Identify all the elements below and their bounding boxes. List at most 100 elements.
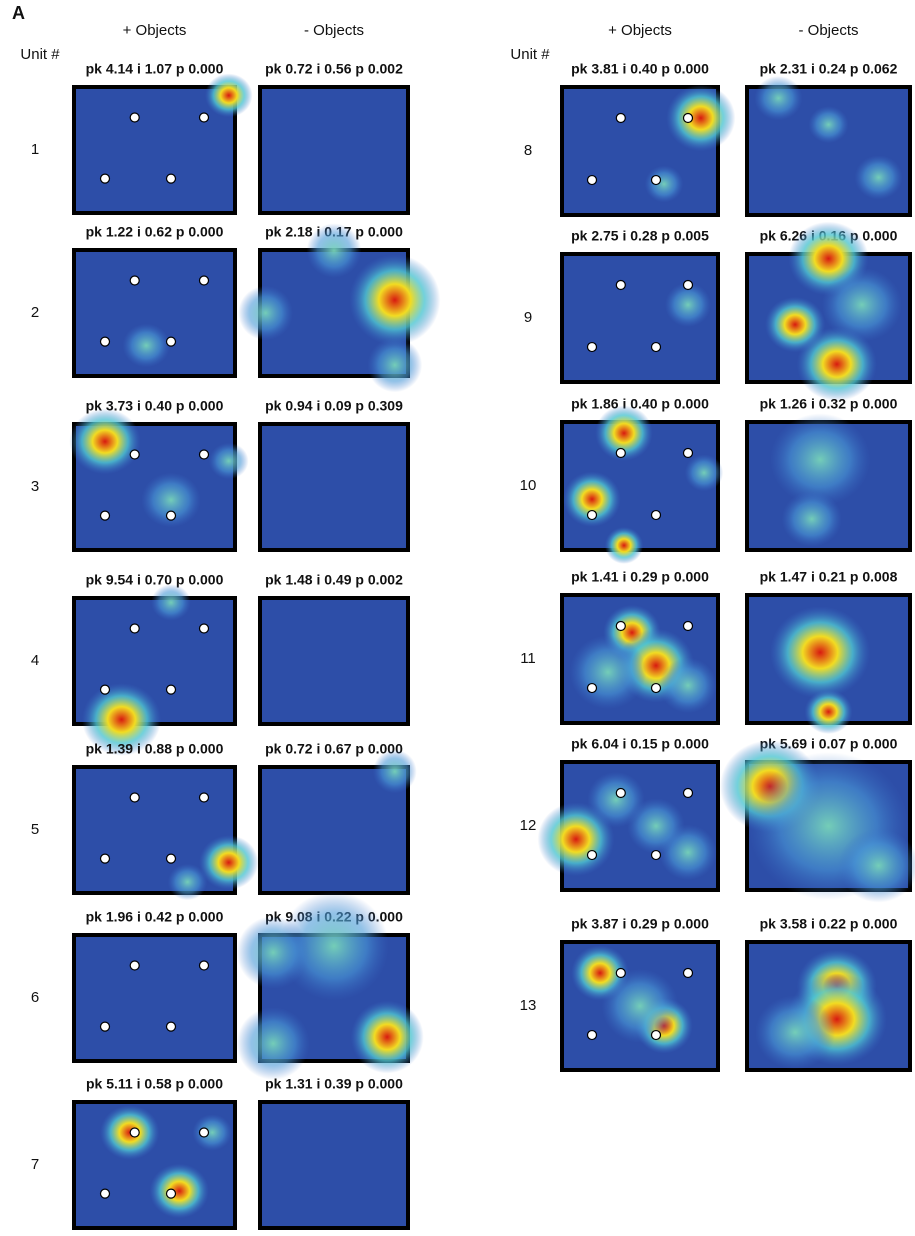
firing-field <box>236 1007 310 1080</box>
unit-number: 7 <box>31 1156 39 1173</box>
object <box>99 1021 111 1032</box>
firing-field <box>659 657 717 714</box>
column-header: - Objects <box>304 22 364 39</box>
unit-header: Unit # <box>20 46 60 63</box>
minus-stats: pk 0.72 i 0.67 p 0.000 <box>265 741 403 757</box>
firing-field <box>821 267 902 342</box>
firing-field <box>604 526 644 564</box>
column-header: - Objects <box>798 22 858 39</box>
firing-field <box>838 828 915 903</box>
firing-field <box>627 798 685 854</box>
minus-stats: pk 1.26 i 0.32 p 0.000 <box>760 396 898 412</box>
object <box>650 341 662 353</box>
firing-field <box>781 491 842 547</box>
firing-field <box>306 223 362 278</box>
firing-field <box>279 891 389 1001</box>
firing-field <box>151 584 191 621</box>
heatmap <box>745 413 912 552</box>
unit-number: 11 <box>520 650 536 667</box>
plus-stats: pk 4.14 i 1.07 p 0.000 <box>86 61 224 77</box>
object <box>99 173 111 184</box>
object <box>198 960 210 971</box>
firing-field <box>208 442 249 480</box>
map-field <box>262 769 406 891</box>
map-field <box>262 89 406 211</box>
object <box>586 1029 598 1041</box>
plus-stats: pk 3.73 i 0.40 p 0.000 <box>86 398 224 414</box>
object <box>99 684 111 695</box>
firing-field <box>854 155 903 200</box>
heatmap <box>238 223 441 393</box>
object <box>99 336 111 347</box>
heatmap <box>258 422 410 552</box>
object <box>615 967 626 979</box>
unit-number: 3 <box>31 478 39 495</box>
firing-field <box>770 413 871 506</box>
column-header: + Objects <box>123 22 187 39</box>
firing-field <box>349 254 441 346</box>
object <box>682 787 694 799</box>
map-field <box>262 1104 406 1226</box>
object <box>615 620 626 632</box>
heatmap <box>560 252 720 384</box>
plus-stats: pk 3.87 i 0.29 p 0.000 <box>571 916 709 932</box>
object <box>682 447 694 459</box>
firing-field <box>563 471 621 527</box>
object <box>650 682 662 694</box>
object <box>682 620 694 632</box>
unit-number: 4 <box>31 652 39 669</box>
firing-field <box>808 106 849 144</box>
firing-field <box>141 472 201 528</box>
object <box>615 112 626 124</box>
firing-field <box>644 165 684 203</box>
heatmap <box>745 221 912 402</box>
object <box>586 682 598 694</box>
object <box>99 510 111 521</box>
minus-stats: pk 3.58 i 0.22 p 0.000 <box>760 916 898 932</box>
plus-stats: pk 1.22 i 0.62 p 0.000 <box>86 224 224 240</box>
firing-field <box>122 323 171 368</box>
plus-stats: pk 3.81 i 0.40 p 0.000 <box>571 61 709 77</box>
heatmap <box>72 765 259 901</box>
map-field <box>76 89 233 211</box>
firing-field <box>167 863 208 901</box>
object <box>165 1021 177 1032</box>
heatmap <box>72 1100 237 1230</box>
firing-field <box>601 969 679 1043</box>
firing-field <box>236 916 310 989</box>
unit-number: 12 <box>520 817 537 834</box>
map-field <box>262 426 406 548</box>
object <box>129 449 140 460</box>
firing-field <box>755 995 836 1070</box>
object <box>165 510 177 521</box>
minus-stats: pk 0.72 i 0.56 p 0.002 <box>265 61 403 77</box>
minus-stats: pk 1.47 i 0.21 p 0.008 <box>760 569 898 585</box>
object <box>165 336 177 347</box>
firing-field <box>754 76 803 121</box>
object <box>99 853 111 864</box>
unit-number: 9 <box>524 309 532 326</box>
firing-field <box>666 84 736 152</box>
plus-stats: pk 2.75 i 0.28 p 0.005 <box>571 228 709 244</box>
panel-label: A <box>12 3 25 23</box>
firing-field <box>204 73 253 118</box>
object <box>165 684 177 695</box>
heatmap <box>537 760 720 892</box>
object <box>129 623 140 634</box>
unit-number: 13 <box>520 997 537 1014</box>
object <box>198 792 210 803</box>
object <box>198 112 210 123</box>
plus-stats: pk 5.11 i 0.58 p 0.000 <box>86 1076 223 1092</box>
object <box>198 449 210 460</box>
object <box>682 279 694 291</box>
minus-stats: pk 0.94 i 0.09 p 0.309 <box>265 398 403 414</box>
firing-field <box>595 405 653 461</box>
minus-stats: pk 1.31 i 0.39 p 0.000 <box>265 1076 403 1092</box>
firing-field <box>664 282 712 327</box>
heatmap <box>560 405 724 564</box>
object <box>586 174 598 186</box>
unit-number: 5 <box>31 821 39 838</box>
firing-field <box>238 285 293 341</box>
firing-field <box>770 606 871 699</box>
firing-field <box>372 749 417 794</box>
